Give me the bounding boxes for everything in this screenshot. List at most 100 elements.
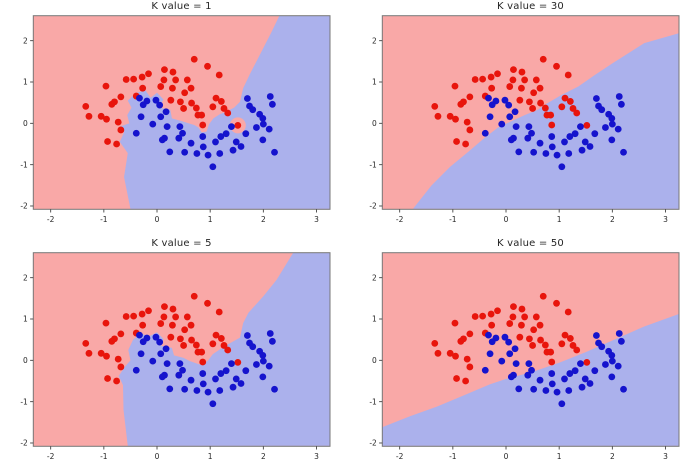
data-point-class-red [509, 313, 517, 320]
data-point-class-blue [266, 93, 274, 100]
data-point-class-blue [501, 96, 509, 104]
data-point-class-blue [571, 130, 579, 138]
x-tick-label: 2 [610, 451, 615, 460]
data-point-class-red [114, 355, 122, 362]
data-point-class-blue [249, 342, 257, 350]
data-point-class-blue [598, 106, 606, 114]
x-axis-ticks: -2 -1 0 1 2 3 [396, 209, 668, 224]
data-point-class-red [204, 62, 211, 70]
data-point-class-red [224, 109, 232, 117]
data-point-class-red [198, 348, 206, 355]
data-point-class-red [547, 111, 555, 119]
data-point-class-blue [166, 148, 174, 156]
data-point-class-blue [505, 338, 513, 346]
data-point-class-red [192, 104, 200, 112]
data-point-class-red [169, 84, 176, 92]
y-tick-label: 0 [372, 355, 377, 364]
subplot-k-50-title: K value = 50 [497, 237, 564, 249]
data-point-class-blue [548, 133, 556, 140]
data-point-class-red [506, 319, 514, 327]
data-point-class-red [161, 66, 168, 74]
x-tick-label: 1 [557, 215, 562, 224]
data-point-class-blue [485, 331, 492, 339]
data-point-class-blue [259, 357, 267, 365]
data-point-class-red [509, 76, 517, 84]
data-point-class-red [463, 355, 471, 362]
data-point-class-blue [592, 95, 600, 102]
data-point-class-red [446, 349, 454, 357]
data-point-class-red [462, 140, 470, 148]
subplot-k-5-canvas: -2 -1 0 1 2 3 2 1 0 -1 -2 [20, 251, 331, 460]
data-point-class-red [220, 341, 228, 349]
x-tick-label: 0 [155, 451, 160, 460]
data-point-class-red [479, 312, 487, 320]
data-point-class-red [102, 82, 110, 90]
data-point-class-red [526, 334, 533, 342]
data-point-class-blue [581, 138, 589, 146]
data-point-class-blue [253, 124, 260, 131]
data-point-class-blue [271, 148, 278, 156]
data-point-class-red [215, 71, 223, 79]
x-tick-label: 3 [663, 451, 668, 460]
data-point-class-blue [515, 148, 523, 156]
data-point-class-red [85, 349, 93, 357]
data-point-class-blue [137, 349, 145, 357]
data-point-class-red [518, 321, 525, 329]
data-point-class-red [561, 94, 569, 102]
data-point-class-red [488, 321, 496, 329]
data-point-class-blue [512, 359, 520, 367]
y-tick-label: 1 [23, 78, 28, 87]
y-tick-label: 0 [23, 355, 28, 364]
scatter-class-red [431, 292, 591, 384]
data-point-class-red [487, 73, 495, 81]
data-point-class-red [488, 84, 496, 92]
data-point-class-blue [548, 379, 556, 387]
data-point-class-red [466, 126, 474, 134]
data-point-class-red [161, 302, 168, 310]
subplot-k-30-title: K value = 30 [497, 1, 564, 12]
data-point-class-blue [265, 125, 273, 133]
data-point-class-blue [179, 129, 186, 137]
data-point-class-red [177, 334, 184, 342]
subplot-k-50-canvas: -2 -1 0 1 2 3 2 1 0 -1 -2 [369, 251, 680, 460]
data-point-class-red [167, 333, 175, 341]
data-point-class-red [209, 339, 217, 347]
y-axis-ticks: 2 1 0 -1 -2 [369, 36, 383, 211]
data-point-class-red [541, 341, 549, 348]
data-point-class-blue [615, 93, 623, 100]
scatter-class-blue [481, 329, 627, 407]
x-tick-label: 0 [504, 215, 509, 224]
data-point-class-red [187, 84, 195, 92]
data-point-class-blue [598, 342, 606, 350]
data-point-class-blue [498, 357, 506, 365]
data-point-class-red [518, 305, 526, 312]
data-point-class-red [547, 348, 555, 355]
data-point-class-red [111, 98, 118, 106]
data-point-class-red [177, 98, 184, 106]
data-point-class-blue [528, 366, 535, 374]
axes-frame [381, 15, 680, 210]
x-tick-label: 0 [504, 451, 509, 460]
data-point-class-blue [602, 360, 609, 368]
data-point-class-blue [566, 369, 574, 377]
y-tick-label: 0 [372, 119, 377, 128]
subplot-k-50: K value = 50 -2 -1 0 1 2 3 2 1 0 -1 -2 [349, 237, 698, 473]
decision-regions [382, 292, 679, 446]
data-point-class-blue [199, 143, 207, 151]
subplot-k-30-canvas: -2 -1 0 1 2 3 2 1 0 -1 -2 [369, 15, 680, 224]
data-point-class-blue [222, 130, 230, 138]
y-tick-label: 2 [23, 273, 28, 282]
x-tick-label: -2 [396, 451, 404, 460]
data-point-class-red [172, 76, 180, 84]
data-point-class-red [487, 310, 495, 317]
data-point-class-red [122, 312, 130, 320]
data-point-class-blue [156, 101, 164, 109]
data-point-class-blue [149, 120, 157, 128]
y-tick-label: -1 [20, 160, 28, 169]
data-point-class-blue [216, 386, 224, 394]
data-point-class-blue [136, 94, 143, 102]
data-point-class-red [583, 121, 591, 129]
data-point-class-blue [507, 372, 515, 380]
data-point-class-blue [222, 366, 230, 374]
data-point-class-blue [561, 138, 568, 146]
